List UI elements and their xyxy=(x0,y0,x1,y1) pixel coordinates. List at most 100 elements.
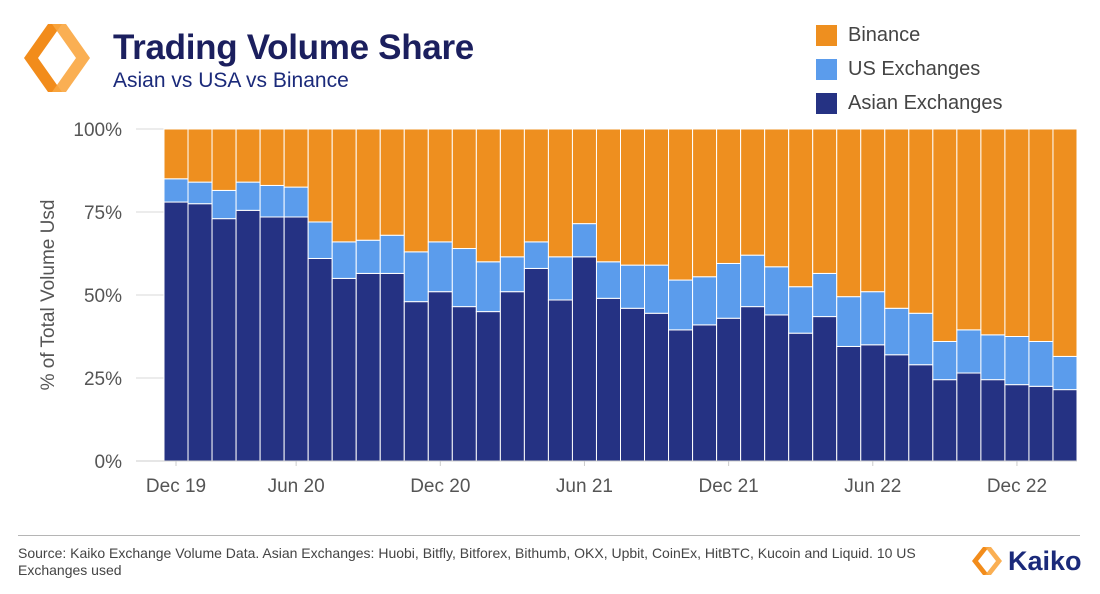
bar-us-exchanges xyxy=(620,264,646,309)
bar-us-exchanges xyxy=(307,221,333,259)
bar-binance xyxy=(1052,128,1078,357)
bar-us-exchanges xyxy=(499,256,525,293)
bar-asian-exchanges xyxy=(884,354,910,462)
bar-binance xyxy=(908,128,934,314)
bar-binance xyxy=(668,128,694,281)
legend-label-asian-exchanges: Asian Exchanges xyxy=(848,91,1003,114)
legend-item-us-exchanges: US Exchanges xyxy=(816,52,1003,86)
bar-asian-exchanges xyxy=(860,344,886,462)
bar-us-exchanges xyxy=(403,251,429,303)
x-tick-label: Dec 22 xyxy=(987,476,1047,497)
bar-asian-exchanges xyxy=(427,291,453,462)
bar-us-exchanges xyxy=(211,189,237,220)
bar-us-exchanges xyxy=(331,241,357,279)
bar-binance xyxy=(259,128,285,186)
bar-asian-exchanges xyxy=(812,316,838,462)
bar-binance xyxy=(451,128,477,250)
bar-binance xyxy=(379,128,405,236)
legend-swatch-us-exchanges xyxy=(816,58,837,80)
bar-us-exchanges xyxy=(716,262,742,319)
bar-binance xyxy=(644,128,670,266)
bar-binance xyxy=(692,128,718,278)
y-tick-label: 50% xyxy=(84,286,122,307)
bar-us-exchanges xyxy=(692,276,718,326)
bar-asian-exchanges xyxy=(283,216,309,462)
bar-binance xyxy=(716,128,742,264)
bar-binance xyxy=(403,128,429,253)
bar-us-exchanges xyxy=(187,181,213,205)
bar-asian-exchanges xyxy=(668,329,694,462)
bar-asian-exchanges xyxy=(692,324,718,462)
x-tick-label: Dec 20 xyxy=(410,476,470,497)
bar-binance xyxy=(1004,128,1030,337)
bar-binance xyxy=(187,128,213,183)
bar-binance xyxy=(427,128,453,243)
bar-binance xyxy=(788,128,814,288)
bar-binance xyxy=(331,128,357,243)
bar-asian-exchanges xyxy=(355,272,381,462)
y-tick-label: 25% xyxy=(84,369,122,390)
bar-asian-exchanges xyxy=(499,291,525,462)
bar-asian-exchanges xyxy=(259,216,285,462)
bar-binance xyxy=(620,128,646,266)
bar-us-exchanges xyxy=(956,329,982,374)
bar-binance xyxy=(740,128,766,256)
bar-asian-exchanges xyxy=(211,218,237,462)
kaiko-logo xyxy=(18,20,96,96)
bar-us-exchanges xyxy=(283,186,309,218)
bar-us-exchanges xyxy=(860,291,886,346)
bar-us-exchanges xyxy=(668,279,694,331)
bar-binance xyxy=(547,128,573,258)
chart-bars xyxy=(163,128,1078,462)
bar-asian-exchanges xyxy=(980,379,1006,462)
bar-us-exchanges xyxy=(235,181,261,211)
bar-binance xyxy=(355,128,381,241)
kaiko-brand: Kaiko xyxy=(970,545,1082,577)
x-tick-label: Jun 20 xyxy=(268,476,325,497)
bar-asian-exchanges xyxy=(379,272,405,462)
bar-us-exchanges xyxy=(355,239,381,274)
bar-us-exchanges xyxy=(908,312,934,366)
bar-us-exchanges xyxy=(523,241,549,269)
bar-binance xyxy=(235,128,261,183)
bar-binance xyxy=(499,128,525,258)
bar-us-exchanges xyxy=(836,296,862,347)
bar-asian-exchanges xyxy=(620,307,646,462)
bar-asian-exchanges xyxy=(163,201,189,462)
bar-us-exchanges xyxy=(259,184,285,218)
bar-binance xyxy=(163,128,189,180)
bar-asian-exchanges xyxy=(187,203,213,462)
chart-title: Trading Volume Share xyxy=(113,28,474,67)
x-tick-label: Dec 21 xyxy=(699,476,759,497)
bar-asian-exchanges xyxy=(307,257,333,462)
bar-us-exchanges xyxy=(788,286,814,334)
bar-us-exchanges xyxy=(595,261,622,299)
kaiko-brand-name: Kaiko xyxy=(1008,545,1082,576)
bar-binance xyxy=(836,128,862,298)
logo-shape-left xyxy=(24,24,62,92)
bar-us-exchanges xyxy=(571,223,597,258)
bar-asian-exchanges xyxy=(764,314,790,462)
stacked-bar-chart: 0% 25% 50% 75% 100% Dec 19 Jun 20 Dec 20 Jun 21 D… xyxy=(38,120,1078,497)
bar-binance xyxy=(211,128,237,191)
chart-axes: 0% 25% 50% 75% 100% Dec 19 Jun 20 Dec 20 Jun 21 D… xyxy=(73,120,1077,497)
bar-us-exchanges xyxy=(884,307,910,356)
footer-divider xyxy=(18,535,1080,536)
x-tick-label: Jun 21 xyxy=(556,476,613,497)
kaiko-brand-icon xyxy=(972,547,1002,575)
bar-binance xyxy=(307,128,333,223)
bar-asian-exchanges xyxy=(716,317,742,462)
bar-binance xyxy=(1028,128,1054,342)
bar-asian-exchanges xyxy=(956,372,982,462)
y-tick-label: 0% xyxy=(95,452,123,473)
bar-us-exchanges xyxy=(1004,336,1030,386)
bar-asian-exchanges xyxy=(403,301,429,462)
bar-asian-exchanges xyxy=(595,297,622,462)
bar-us-exchanges xyxy=(547,256,573,301)
bar-asian-exchanges xyxy=(1052,389,1078,462)
y-axis-label: % of Total Volume Usd xyxy=(38,200,59,391)
bar-us-exchanges xyxy=(1028,340,1054,387)
bar-asian-exchanges xyxy=(235,209,261,462)
legend-item-binance: Binance xyxy=(816,18,1003,52)
bar-binance xyxy=(523,128,549,243)
